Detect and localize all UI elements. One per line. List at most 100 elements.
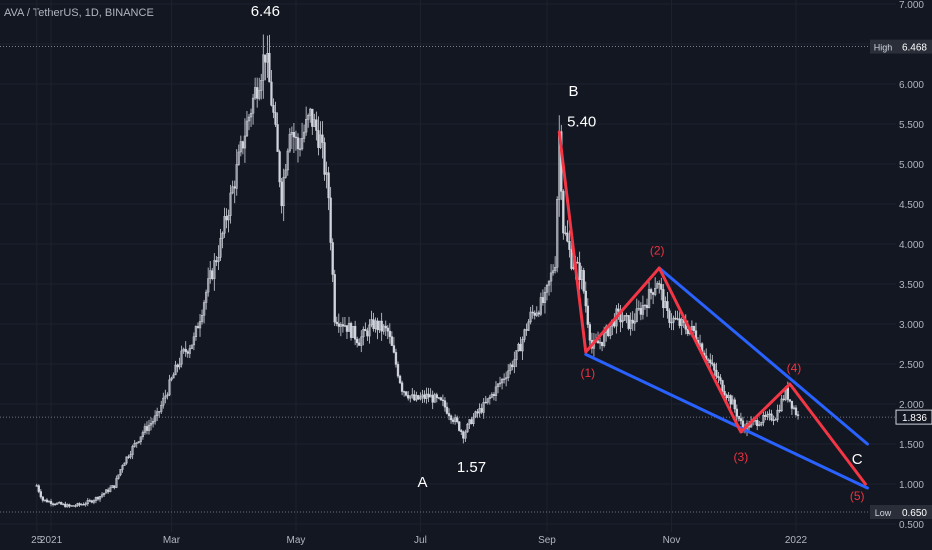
- candle-body: [127, 456, 130, 458]
- y-tick-label: 6.000: [899, 80, 924, 91]
- candle-body: [335, 321, 338, 324]
- candle-body: [551, 270, 555, 274]
- candle-body: [156, 411, 159, 417]
- candle-body: [276, 124, 279, 152]
- candle-body: [796, 414, 800, 416]
- high-label: 6.468: [902, 43, 927, 54]
- high-tag: High: [874, 43, 893, 53]
- candle-body: [376, 320, 379, 331]
- high-label-bg: [896, 39, 932, 54]
- candle-body: [360, 336, 363, 346]
- candle-body: [762, 414, 765, 423]
- y-tick-label: 5.000: [899, 160, 924, 171]
- candle-body: [198, 321, 202, 329]
- candle-body: [523, 329, 526, 340]
- candle-body: [231, 186, 234, 194]
- candle-body: [74, 505, 77, 507]
- price-axis[interactable]: 0.500 1.000 1.500 2.000 2.500 3.000 3.500 4.000…: [870, 0, 932, 531]
- candle-body: [129, 454, 132, 458]
- y-tick-label: 3.500: [899, 280, 924, 291]
- candle-body: [133, 442, 136, 447]
- candle-body: [515, 350, 518, 361]
- candle-body: [758, 424, 761, 426]
- candle-body: [337, 323, 340, 327]
- candle-body: [582, 270, 585, 292]
- candle-body: [711, 362, 714, 365]
- candle-body: [84, 503, 87, 505]
- x-tick-label: Mar: [163, 535, 181, 546]
- candle-body: [617, 308, 620, 312]
- candle-body: [333, 274, 336, 323]
- x-tick-label: Jul: [414, 535, 427, 546]
- low-tag: Low: [875, 508, 892, 518]
- candle-body: [68, 504, 71, 507]
- candle-body: [398, 375, 402, 384]
- candle-body: [674, 317, 677, 320]
- candle-body: [39, 491, 42, 498]
- candle-body: [733, 399, 736, 410]
- candle-body: [270, 81, 273, 106]
- x-tick-label: Nov: [663, 535, 681, 546]
- channel-line: [657, 266, 869, 446]
- candle-body: [760, 422, 763, 426]
- candle-body: [670, 321, 673, 324]
- candle-body: [55, 502, 59, 505]
- candle-body: [384, 325, 387, 329]
- elliott-wave-drawings: [557, 130, 869, 490]
- candle-body: [207, 278, 210, 293]
- candle-body: [423, 394, 426, 399]
- candle-body: [41, 496, 45, 501]
- candle-body: [654, 288, 657, 295]
- candle-body: [380, 320, 383, 332]
- x-tick-label: May: [286, 535, 305, 546]
- candle-body: [443, 400, 447, 408]
- annotation-label: C: [852, 451, 863, 468]
- candle-body: [549, 272, 553, 282]
- candle-body: [778, 409, 781, 412]
- candle-body: [153, 415, 157, 422]
- candle-body: [717, 376, 720, 379]
- candle-body: [268, 53, 271, 83]
- candle-body: [527, 321, 530, 331]
- last-price-label-bg: [895, 409, 932, 425]
- candle-body: [164, 395, 167, 399]
- candle-body: [272, 105, 275, 113]
- candle-body: [427, 393, 430, 398]
- candle-body: [284, 169, 287, 178]
- price-marker-lines: [0, 46, 896, 513]
- candle-body: [221, 232, 224, 239]
- candle-body: [449, 415, 453, 421]
- candle-body: [543, 292, 547, 303]
- symbol-title: AVA / TetherUS, 1D, BINANCE: [4, 7, 154, 19]
- candle-body: [366, 330, 369, 337]
- candle-body: [739, 418, 743, 422]
- candle-body: [96, 497, 100, 500]
- candle-body: [49, 501, 53, 505]
- candle-body: [235, 164, 238, 189]
- candle-body: [780, 398, 783, 412]
- candle-body: [145, 426, 149, 431]
- candle-body: [621, 320, 624, 323]
- candle-body: [243, 135, 247, 149]
- candle-body: [539, 297, 543, 315]
- y-tick-label: 4.000: [899, 240, 924, 251]
- candle-body: [392, 345, 396, 353]
- candle-body: [194, 326, 198, 338]
- candle-body: [35, 485, 38, 487]
- candle-body: [45, 499, 49, 503]
- candle-body: [405, 391, 408, 396]
- candle-body: [229, 192, 232, 216]
- y-tick-label: 0.500: [899, 520, 924, 531]
- candle-body: [349, 323, 353, 338]
- candle-body: [117, 474, 120, 479]
- candle-body: [627, 315, 630, 329]
- candle-body: [470, 419, 473, 424]
- candle-body: [658, 283, 661, 285]
- candle-body: [547, 280, 551, 286]
- candle-body: [147, 424, 151, 431]
- candle-body: [341, 324, 345, 327]
- candle-body: [72, 505, 75, 507]
- candle-body: [37, 485, 40, 492]
